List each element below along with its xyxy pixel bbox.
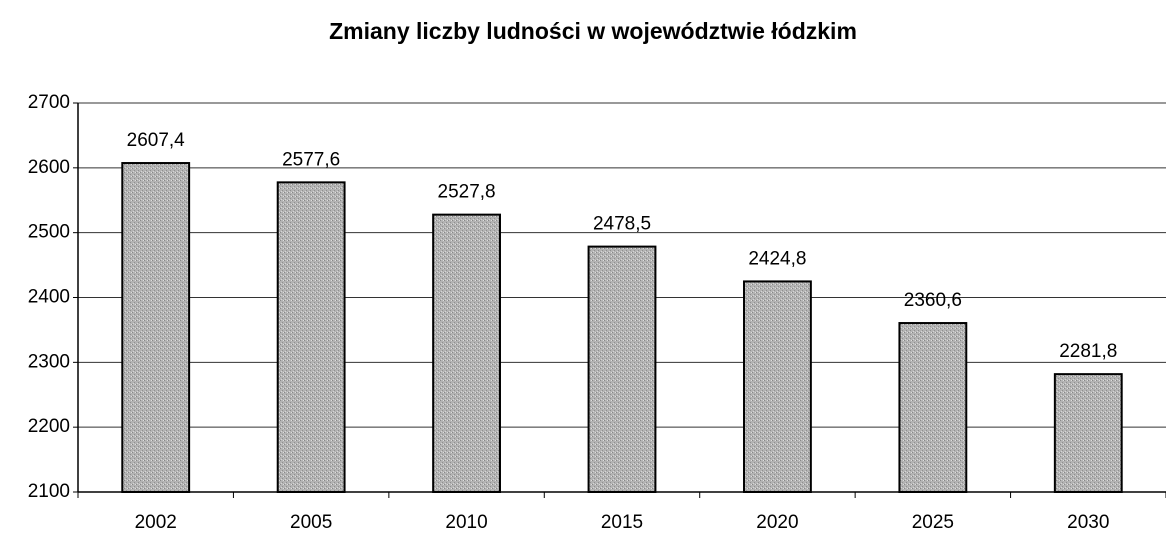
x-tick-label: 2015 bbox=[601, 512, 643, 533]
x-tick-label: 2030 bbox=[1067, 512, 1109, 533]
y-tick-label: 2700 bbox=[28, 92, 70, 113]
y-tick-label: 2200 bbox=[28, 416, 70, 437]
value-label: 2424,8 bbox=[748, 248, 806, 269]
y-tick-label: 2500 bbox=[28, 222, 70, 243]
value-label: 2607,4 bbox=[127, 130, 186, 151]
y-tick-label: 2400 bbox=[28, 287, 70, 308]
value-label: 2281,8 bbox=[1059, 341, 1117, 362]
x-tick-label: 2010 bbox=[445, 512, 487, 533]
bar bbox=[276, 181, 346, 494]
value-label: 2527,8 bbox=[438, 182, 496, 203]
bar bbox=[898, 322, 968, 494]
value-label: 2577,6 bbox=[282, 149, 340, 170]
bar bbox=[743, 280, 812, 493]
x-tick-label: 2020 bbox=[756, 512, 798, 533]
x-tick-label: 2002 bbox=[135, 512, 177, 533]
y-tick-label: 2600 bbox=[28, 157, 70, 178]
bar bbox=[587, 245, 657, 493]
x-tick-label: 2005 bbox=[290, 512, 332, 533]
bar bbox=[1053, 373, 1123, 493]
x-tick-label: 2025 bbox=[912, 512, 954, 533]
value-label: 2478,5 bbox=[593, 214, 651, 235]
y-tick-label: 2100 bbox=[28, 481, 70, 502]
bar bbox=[121, 162, 191, 493]
bar bbox=[432, 213, 501, 493]
chart-title: Zmiany liczby ludności w województwie łó… bbox=[329, 18, 857, 44]
y-tick-label: 2300 bbox=[28, 351, 70, 372]
value-label: 2360,6 bbox=[904, 290, 962, 311]
